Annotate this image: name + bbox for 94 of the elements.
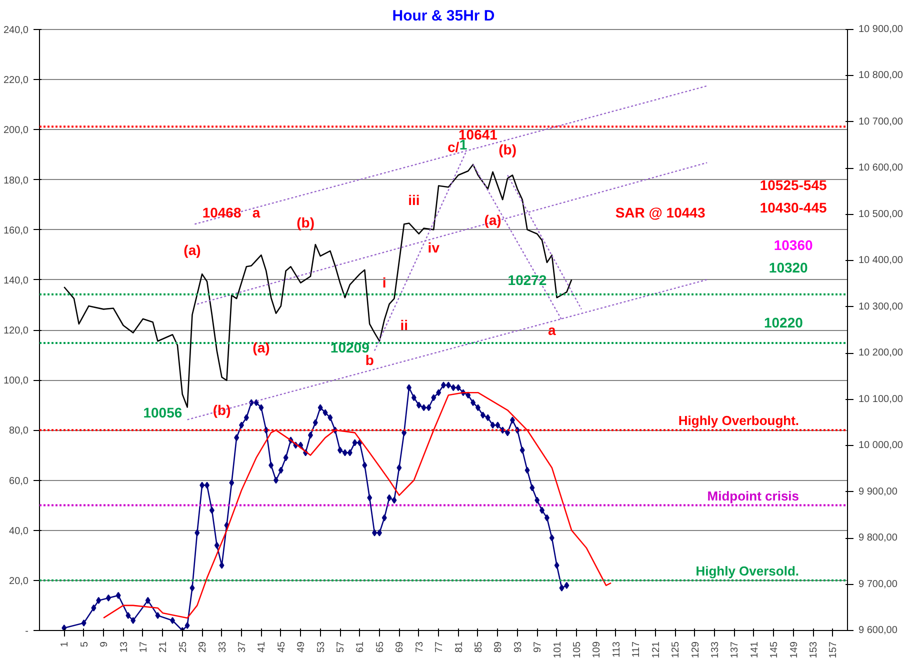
annotation: iii (408, 192, 420, 208)
x-tick-label: 121 (650, 641, 662, 658)
y-tick-label: - (25, 626, 29, 637)
x-tick-label: 49 (296, 641, 308, 653)
x-tick-label: 97 (532, 641, 544, 653)
x-tick-label: 57 (336, 641, 347, 653)
x-tick-label: 81 (454, 641, 465, 653)
x-tick-label: 25 (178, 641, 189, 653)
x-tick-label: 77 (434, 641, 446, 653)
annotation: (b) (296, 214, 314, 230)
x-tick-label: 9 (99, 641, 110, 648)
x-tick-label: 117 (631, 641, 642, 658)
annotation: iv (428, 239, 440, 256)
x-tick-label: 125 (670, 641, 682, 658)
x-tick-label: 141 (749, 641, 760, 658)
y-tick-label: 40,0 (9, 526, 29, 537)
annotation: (a) (252, 340, 270, 356)
annotation: 10320 (768, 259, 808, 276)
x-tick-label: 65 (374, 641, 386, 653)
x-tick-label: 13 (118, 641, 130, 653)
y-tick-label: 60,0 (9, 476, 29, 487)
y-tick-label: 120,0 (3, 326, 29, 336)
annotation: a (548, 322, 556, 338)
annotation: 10056 (143, 404, 182, 421)
x-tick-label: 85 (473, 641, 484, 653)
x-tick-label: 73 (414, 641, 426, 653)
annotation: SAR @ 10443 (615, 204, 706, 220)
x-tick-label: 109 (592, 641, 603, 658)
x-tick-label: 33 (217, 641, 228, 653)
x-tick-label: 157 (828, 641, 840, 658)
y2-tick-label: 10 700,00 (858, 116, 904, 128)
annotation: i (382, 274, 386, 290)
x-tick-label: 69 (394, 641, 406, 653)
y-tick-label: 80,0 (9, 426, 29, 437)
y-tick-label: 180,0 (3, 175, 29, 186)
x-tick-label: 113 (611, 641, 622, 658)
x-tick-label: 93 (512, 641, 524, 653)
annotation: ii (400, 316, 408, 333)
x-tick-label: 21 (158, 641, 170, 653)
x-tick-label: 149 (788, 641, 800, 658)
x-tick-label: 29 (198, 641, 209, 653)
y-tick-label: 240,0 (3, 25, 29, 36)
y2-tick-label: 10 400,00 (858, 255, 904, 266)
annotation: a (252, 204, 260, 220)
x-tick-label: 129 (690, 641, 702, 658)
x-tick-label: 153 (808, 641, 820, 658)
annotation: c/ (448, 139, 460, 156)
y2-tick-label: 9 900,00 (858, 486, 898, 498)
annotation: 10468 (202, 204, 242, 220)
y-tick-label: 200,0 (3, 125, 29, 136)
x-tick-label: 37 (237, 641, 248, 653)
y2-tick-label: 10 800,00 (858, 70, 904, 82)
ref-line-label: Highly Oversold. (696, 563, 800, 578)
x-tick-label: 17 (138, 641, 150, 653)
y-tick-label: 100,0 (3, 376, 29, 387)
annotation: 10220 (764, 314, 804, 330)
y2-tick-label: 10 100,00 (858, 394, 904, 405)
y-tick-label: 220,0 (3, 75, 29, 86)
y2-tick-label: 10 900,00 (858, 24, 904, 35)
y2-tick-label: 9 600,00 (858, 625, 898, 636)
x-tick-label: 61 (355, 641, 366, 653)
y2-tick-label: 10 500,00 (858, 208, 904, 220)
annotation: b (365, 352, 374, 368)
chart-title: Hour & 35Hr D (392, 8, 495, 24)
y-tick-label: 140,0 (3, 275, 29, 286)
x-tick-label: 101 (552, 641, 564, 658)
x-tick-label: 41 (256, 641, 268, 653)
ref-line-label: Highly Overbought. (678, 413, 800, 428)
annotation: (b) (498, 142, 516, 158)
x-tick-label: 145 (769, 641, 780, 658)
x-tick-label: 5 (79, 641, 90, 648)
y2-tick-label: 10 300,00 (858, 301, 904, 312)
x-tick-label: 1 (60, 641, 71, 648)
y-tick-label: 160,0 (3, 225, 29, 236)
x-tick-label: 89 (493, 641, 504, 653)
x-tick-label: 133 (710, 641, 721, 658)
y2-tick-label: 9 800,00 (858, 532, 898, 544)
y2-tick-label: 9 700,00 (858, 578, 898, 590)
x-tick-label: 105 (572, 641, 584, 658)
annotation: 10525-545 (760, 176, 827, 193)
y2-tick-label: 10 600,00 (858, 162, 904, 174)
x-tick-label: 53 (316, 641, 327, 653)
annotation: (a) (484, 212, 502, 228)
y2-tick-label: 10 000,00 (858, 440, 904, 452)
annotation: 10360 (774, 236, 813, 253)
x-tick-label: 45 (276, 641, 288, 653)
annotation: 10272 (508, 272, 547, 288)
ref-line-label: Midpoint crisis (707, 488, 800, 504)
annotation: 10430-445 (760, 199, 827, 216)
y-tick-label: 20,0 (9, 576, 29, 587)
y2-tick-label: 10 200,00 (858, 348, 904, 359)
annotation: (a) (184, 242, 201, 258)
annotation: (b) (212, 402, 231, 418)
x-tick-label: 137 (730, 641, 741, 658)
